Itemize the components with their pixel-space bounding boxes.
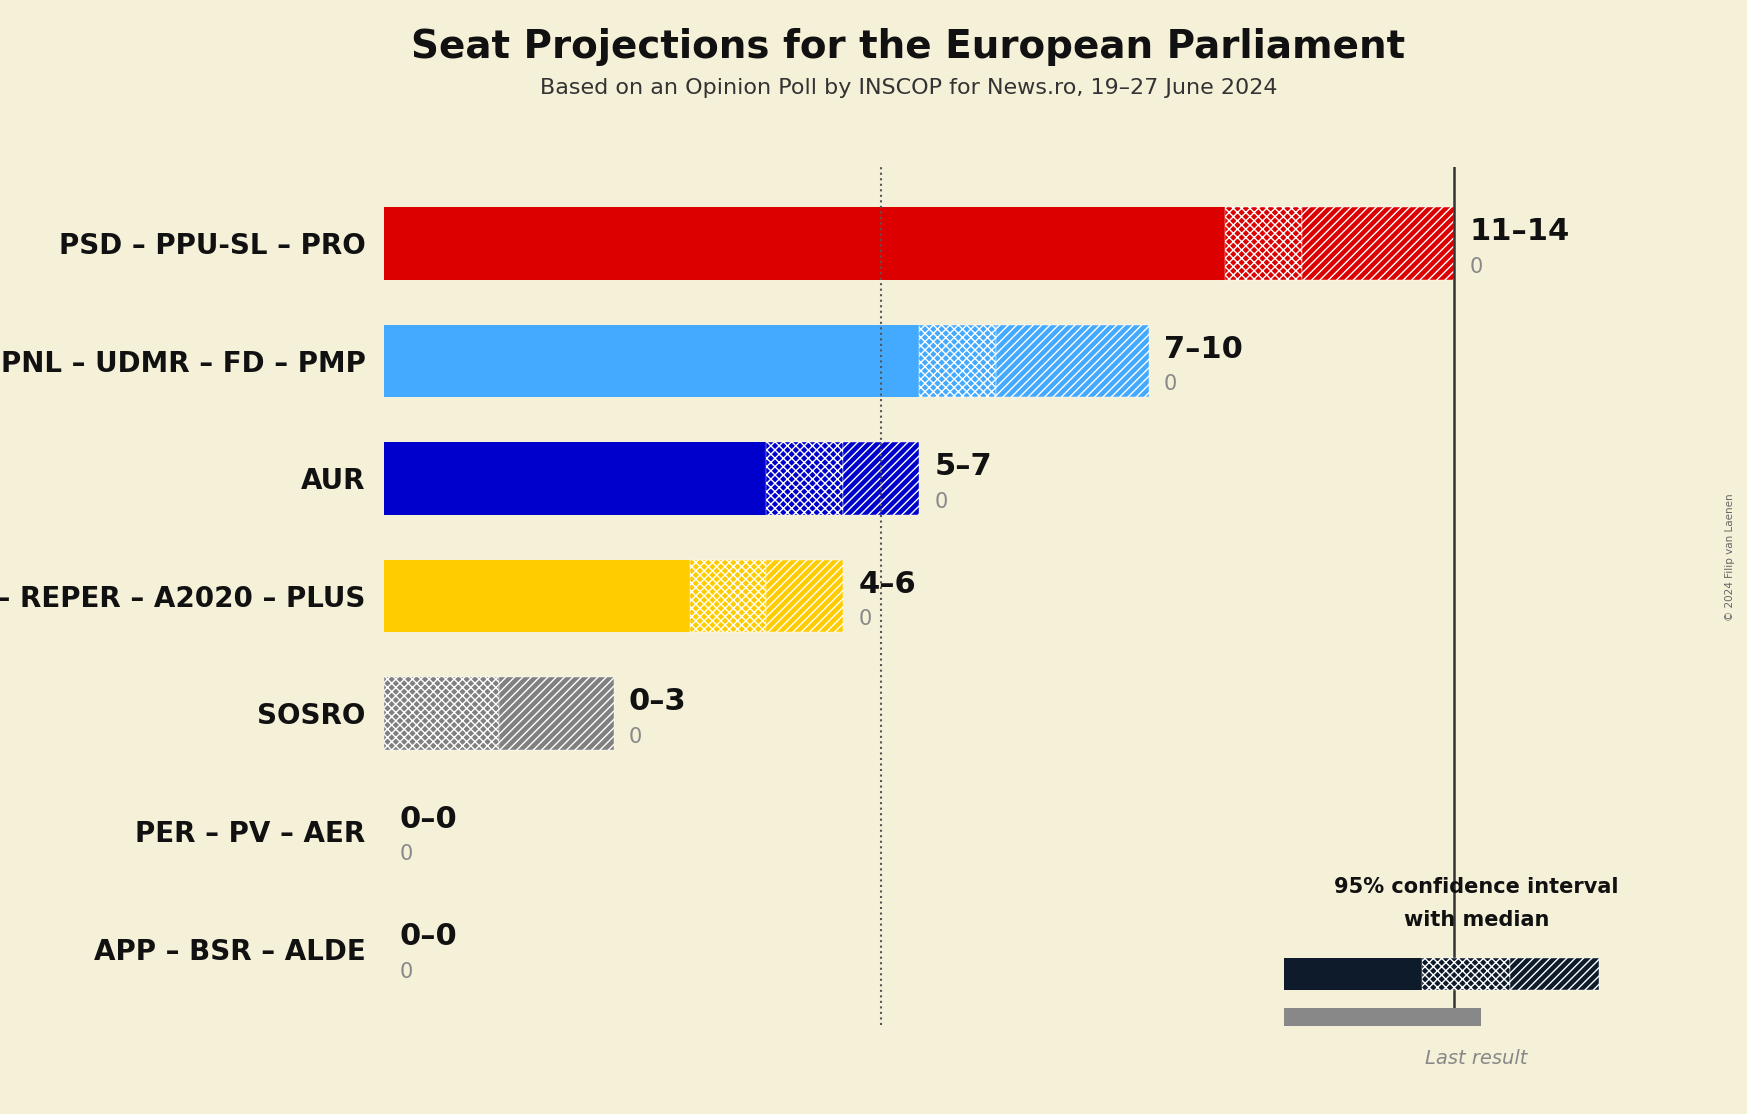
Bar — [1422, 958, 1509, 989]
Text: 0: 0 — [858, 609, 872, 629]
Bar — [767, 559, 842, 633]
Bar — [1302, 207, 1454, 280]
Text: 0: 0 — [400, 844, 412, 864]
Bar — [919, 324, 996, 398]
Text: with median: with median — [1403, 910, 1550, 930]
Text: 0: 0 — [629, 727, 643, 747]
Text: © 2024 Filip van Laenen: © 2024 Filip van Laenen — [1724, 494, 1735, 620]
Text: 0–0: 0–0 — [400, 804, 458, 833]
Text: 0: 0 — [400, 962, 412, 983]
Text: 0: 0 — [935, 492, 949, 512]
Bar — [384, 559, 690, 633]
Bar — [690, 559, 767, 633]
Text: 0: 0 — [1469, 257, 1483, 277]
Text: 95% confidence interval: 95% confidence interval — [1335, 877, 1618, 897]
Bar — [1509, 958, 1599, 989]
Bar — [384, 324, 919, 398]
Bar — [384, 442, 767, 515]
Text: Based on an Opinion Poll by INSCOP for News.ro, 19–27 June 2024: Based on an Opinion Poll by INSCOP for N… — [540, 78, 1277, 98]
Bar — [1284, 1008, 1480, 1026]
Text: 4–6: 4–6 — [858, 569, 915, 598]
Bar — [384, 207, 1225, 280]
Bar — [996, 324, 1148, 398]
Bar — [1284, 958, 1422, 989]
Bar — [1225, 207, 1302, 280]
Bar — [842, 442, 919, 515]
Text: 7–10: 7–10 — [1164, 334, 1242, 364]
Text: Last result: Last result — [1426, 1049, 1527, 1068]
Text: 0–3: 0–3 — [629, 687, 687, 716]
Bar — [384, 677, 500, 750]
Text: 0–0: 0–0 — [400, 922, 458, 951]
Text: 0: 0 — [1164, 374, 1177, 394]
Bar — [500, 677, 613, 750]
Text: 11–14: 11–14 — [1469, 217, 1571, 246]
Bar — [767, 442, 842, 515]
Text: 5–7: 5–7 — [935, 452, 992, 481]
Text: Seat Projections for the European Parliament: Seat Projections for the European Parlia… — [411, 28, 1406, 66]
